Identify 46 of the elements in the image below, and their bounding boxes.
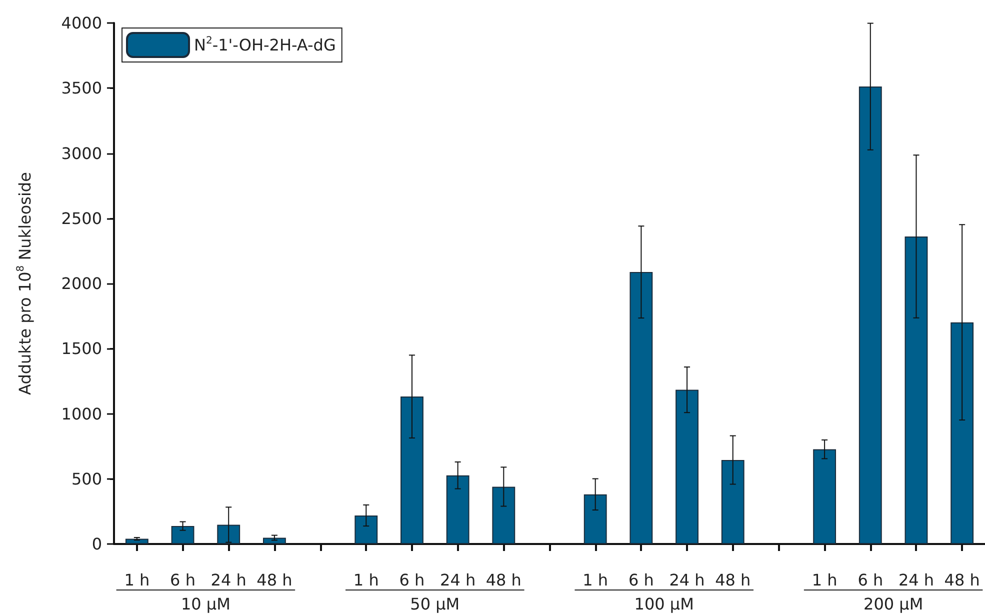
y-tick-label: 1500 <box>61 339 102 358</box>
x-tick-label: 1 h <box>582 570 608 590</box>
x-tick-label: 48 h <box>944 570 980 590</box>
bar <box>125 538 148 544</box>
x-tick-label: 1 h <box>124 570 150 590</box>
text: 200 µM <box>864 594 924 614</box>
y-tick-label: 0 <box>92 534 102 554</box>
x-tick-label: 1 h <box>353 570 379 590</box>
text: 50 µM <box>410 594 460 614</box>
y-tick-label: 2500 <box>61 208 102 228</box>
bar <box>630 272 653 544</box>
y-tick-label: 3000 <box>61 144 102 163</box>
bar <box>446 475 470 544</box>
y-tick-label: 4000 <box>61 14 102 32</box>
x-tick-label: 24 h <box>210 570 246 590</box>
bar <box>676 390 698 544</box>
y-tick-label: 500 <box>71 469 102 488</box>
x-tick-label: 48 h <box>486 570 522 590</box>
text: 100 µM <box>634 594 694 614</box>
bar <box>584 494 607 544</box>
bar <box>721 460 744 544</box>
x-tick-label: 6 h <box>628 570 654 590</box>
bar <box>354 515 378 544</box>
bar <box>262 538 286 544</box>
x-tick-label: 6 h <box>170 570 196 590</box>
x-tick-label: 1 h <box>812 570 838 590</box>
x-tick-label: 6 h <box>399 570 425 590</box>
bar <box>217 524 240 544</box>
x-tick-label: 48 h <box>715 570 751 590</box>
x-tick-label: 24 h <box>669 570 705 590</box>
bar <box>950 322 974 544</box>
bar <box>492 486 516 544</box>
x-tick-label: 6 h <box>858 570 884 590</box>
bar <box>858 86 882 544</box>
y-tick-label: 3500 <box>61 78 102 98</box>
x-tick-label: 24 h <box>440 570 476 590</box>
bar <box>813 449 836 544</box>
bar <box>904 236 928 544</box>
x-tick-label: 24 h <box>898 570 934 590</box>
bar <box>171 526 194 544</box>
x-tick-label: 48 h <box>256 570 292 590</box>
y-axis-title: Addukte pro 108 Nukleoside <box>16 172 34 395</box>
y-tick-label: 1000 <box>61 404 102 424</box>
bar <box>400 396 424 544</box>
y-tick-label: 2000 <box>61 274 102 293</box>
text: 10 µM <box>180 594 230 614</box>
